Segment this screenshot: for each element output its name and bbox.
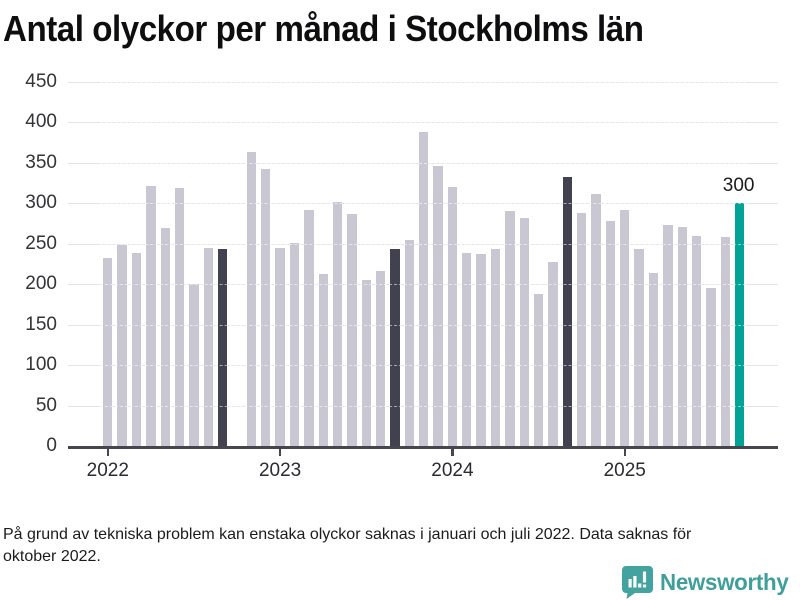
chart-title: Antal olyckor per månad i Stockholms län: [3, 8, 644, 49]
bar-2022-06[interactable]: [174, 187, 185, 446]
bar-2024-07[interactable]: [533, 293, 544, 446]
bar-2022-12[interactable]: [261, 169, 271, 446]
bar-2022-09[interactable]: [217, 249, 228, 446]
y-axis-label-450: 450: [25, 70, 57, 92]
bar-2025-07[interactable]: [706, 288, 716, 446]
newsworthy-logo[interactable]: Newsworthy: [621, 566, 792, 599]
gridline-overlay-50: [100, 405, 746, 407]
bar-2024-09[interactable]: [562, 177, 572, 446]
bar-2025-02[interactable]: [634, 248, 644, 446]
gridline-overlay-350: [100, 162, 746, 164]
chart-footnote: På grund av tekniska problem kan enstaka…: [3, 526, 692, 566]
bar-2025-01[interactable]: [620, 209, 630, 446]
bar-2024-04[interactable]: [490, 249, 501, 446]
bar-2023-08[interactable]: [375, 271, 386, 446]
current-month-value-label: 300: [722, 175, 755, 197]
bar-2022-03[interactable]: [131, 253, 142, 446]
y-axis-label-150: 150: [25, 313, 57, 335]
gridline-overlay-200: [100, 284, 746, 286]
bar-2022-05[interactable]: [160, 227, 170, 446]
bar-2023-04[interactable]: [318, 274, 328, 446]
gridline-overlay-400: [100, 122, 746, 124]
x-axis-label-2024: 2024: [431, 460, 474, 481]
bar-2022-04[interactable]: [146, 185, 156, 446]
y-axis-label-250: 250: [25, 232, 57, 254]
y-axis-label-300: 300: [25, 192, 57, 214]
bar-2025-05[interactable]: [677, 226, 687, 446]
bar-2024-03[interactable]: [476, 254, 486, 446]
bar-2023-07[interactable]: [361, 280, 371, 446]
bar-2024-06[interactable]: [519, 217, 529, 446]
x-axis-tick-2023: [278, 448, 282, 456]
bar-2023-03[interactable]: [304, 209, 314, 446]
bar-2023-09[interactable]: [390, 248, 400, 446]
y-axis-label-400: 400: [25, 111, 57, 133]
x-axis-label-2022: 2022: [86, 460, 129, 481]
bar-2023-11[interactable]: [419, 132, 429, 446]
bar-2024-05[interactable]: [505, 210, 515, 446]
y-axis-label-50: 50: [35, 394, 57, 416]
x-axis-label-2025: 2025: [603, 460, 646, 481]
gridline-overlay-150: [100, 324, 746, 326]
gridline-overlay-450: [100, 81, 746, 83]
bar-2024-10[interactable]: [576, 213, 587, 446]
bar-2023-12[interactable]: [433, 166, 443, 446]
gridline-overlay-250: [100, 243, 746, 245]
x-axis-tick-2025: [623, 448, 626, 456]
y-axis-label-200: 200: [25, 273, 57, 295]
bar-2022-02[interactable]: [117, 244, 127, 446]
y-axis-label-100: 100: [25, 354, 57, 376]
gridline-overlay-300: [100, 203, 746, 205]
bar-2024-12[interactable]: [605, 221, 616, 446]
gridline-overlay-100: [100, 365, 746, 367]
y-axis-label-350: 350: [25, 151, 57, 173]
newsworthy-speech-bubble-bar-chart-icon: [621, 566, 653, 599]
bar-2024-08[interactable]: [548, 261, 558, 446]
bar-2023-01[interactable]: [275, 247, 285, 446]
bar-2023-06[interactable]: [347, 213, 357, 446]
bar-2025-06[interactable]: [691, 235, 702, 446]
bar-2024-01[interactable]: [447, 187, 458, 446]
bar-2023-10[interactable]: [404, 239, 415, 446]
bar-2022-08[interactable]: [203, 247, 213, 446]
bar-2024-11[interactable]: [591, 193, 601, 446]
x-axis-label-2023: 2023: [258, 460, 302, 481]
bar-2022-07[interactable]: [189, 284, 199, 446]
bar-2025-03[interactable]: [648, 272, 659, 446]
bar-2024-02[interactable]: [462, 252, 472, 446]
x-axis-tick-2022: [106, 448, 110, 456]
bar-2025-04[interactable]: [663, 225, 673, 446]
bar-2022-11[interactable]: [246, 152, 257, 446]
bar-2023-05[interactable]: [332, 201, 343, 446]
x-axis-tick-2024: [451, 448, 454, 456]
bar-2025-08[interactable]: [720, 237, 730, 446]
x-axis-line: [68, 445, 778, 449]
bar-2023-02[interactable]: [289, 242, 300, 446]
bar-2022-01[interactable]: [103, 257, 113, 446]
y-axis-label-0: 0: [46, 435, 57, 456]
newsworthy-wordmark: Newsworthy: [659, 569, 789, 595]
